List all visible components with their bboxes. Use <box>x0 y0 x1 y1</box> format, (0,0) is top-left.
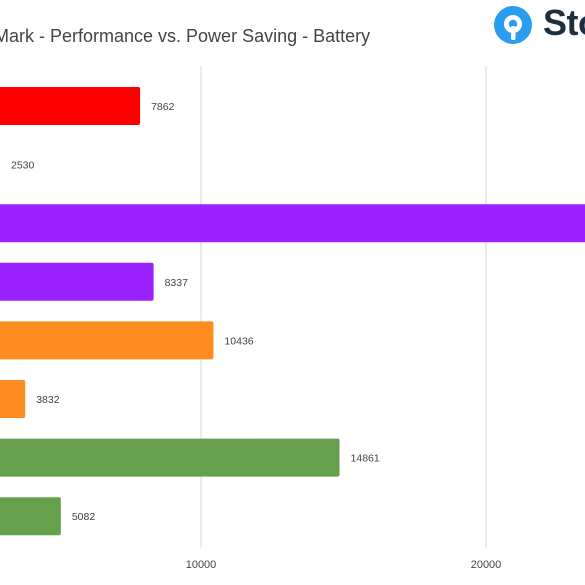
bar-3 <box>0 204 585 243</box>
data-label-7: 14861 <box>351 453 380 465</box>
bar-1 <box>0 87 141 125</box>
bar-4 <box>0 262 154 301</box>
data-label-2: 2530 <box>11 160 35 172</box>
bar-6 <box>0 380 26 418</box>
x-axis-ticks: 10000 20000 <box>186 559 502 571</box>
chart-title: Mark - Performance vs. Power Saving - Ba… <box>0 26 371 46</box>
value-labels: 7862 2530 8337 10436 3832 14861 5082 <box>11 101 380 523</box>
bar-8 <box>0 497 61 536</box>
x-tick-label: 20000 <box>471 559 502 571</box>
data-label-1: 7862 <box>151 101 175 113</box>
data-label-4: 8337 <box>165 277 189 289</box>
bar-7 <box>0 438 340 477</box>
x-tick-label: 10000 <box>186 559 217 571</box>
data-label-8: 5082 <box>72 511 96 523</box>
brand-name: Sto <box>543 2 585 43</box>
bar-5 <box>0 321 214 360</box>
bars <box>0 87 585 536</box>
data-label-6: 3832 <box>36 394 60 406</box>
brand-logo-icon <box>494 6 532 44</box>
data-label-5: 10436 <box>224 335 253 347</box>
